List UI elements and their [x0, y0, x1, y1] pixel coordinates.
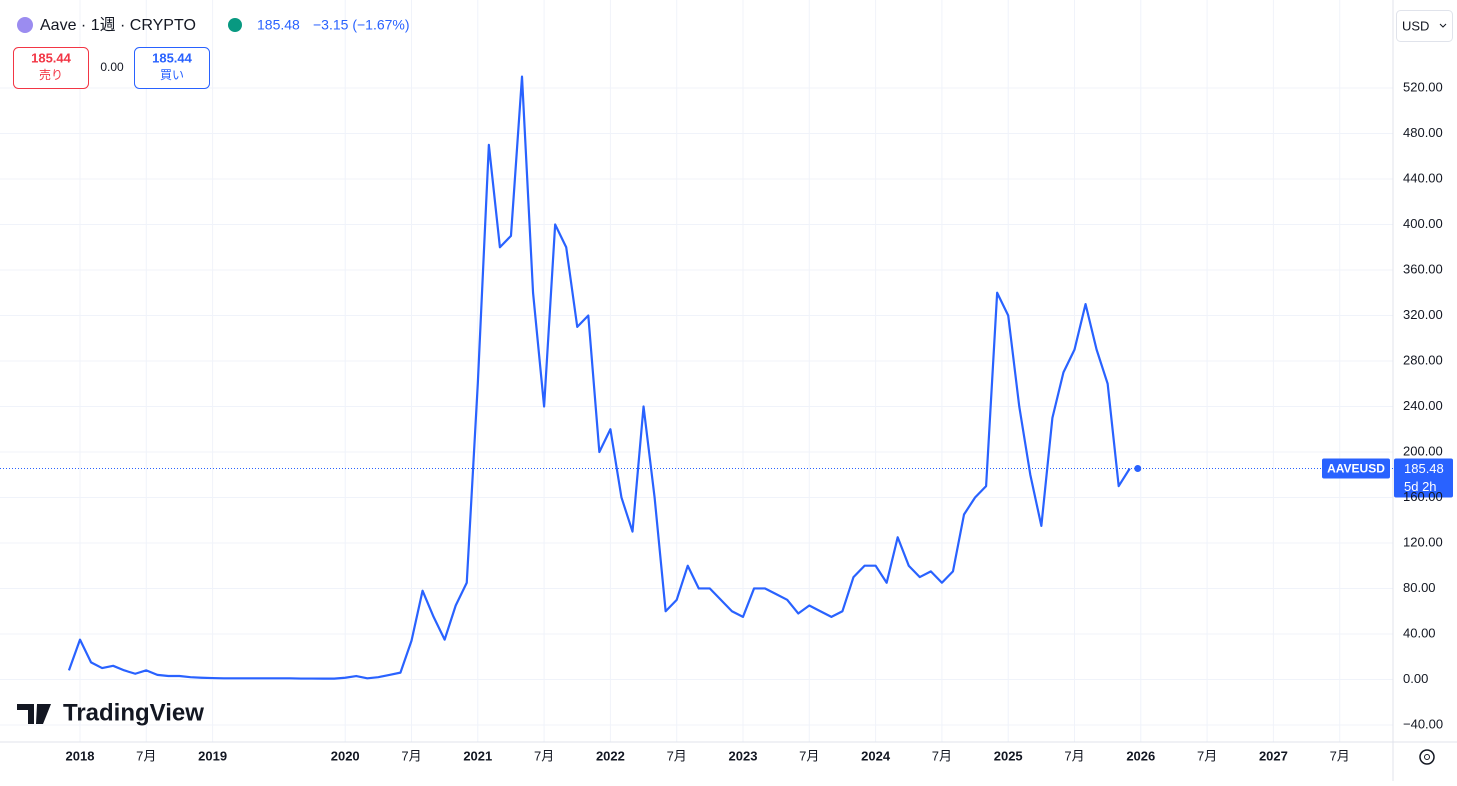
watermark: TradingView	[63, 699, 204, 726]
buy-price: 185.44	[152, 50, 193, 65]
sell-price: 185.44	[31, 50, 72, 65]
y-tick-label: −40.00	[1403, 716, 1443, 731]
price-label: 185.48	[1404, 461, 1444, 476]
x-tick-label: 7月	[1197, 748, 1217, 763]
x-tick-label: 2020	[331, 748, 360, 763]
y-tick-label: 200.00	[1403, 443, 1443, 458]
y-tick-label: 400.00	[1403, 216, 1443, 231]
series-label-bg	[1322, 458, 1390, 479]
y-tick-label: 520.00	[1403, 79, 1443, 94]
status-dot	[228, 18, 242, 32]
x-tick-label: 7月	[401, 748, 421, 763]
x-tick-label: 2021	[463, 748, 492, 763]
price-line	[67, 75, 1131, 680]
sell-button[interactable]	[13, 47, 89, 89]
x-tick-label: 7月	[799, 748, 819, 763]
x-tick-label: 2023	[729, 748, 758, 763]
last-price: 185.48	[257, 17, 300, 33]
x-tick-label: 7月	[534, 748, 554, 763]
x-tick-label: 2025	[994, 748, 1023, 763]
price-label-bg	[1394, 458, 1453, 498]
y-tick-label: 360.00	[1403, 261, 1443, 276]
series-label: AAVEUSD	[1327, 462, 1385, 476]
x-tick-label: 2024	[861, 748, 891, 763]
x-tick-label: 7月	[932, 748, 952, 763]
countdown: 5d 2h	[1404, 479, 1437, 494]
settings-icon[interactable]	[1419, 749, 1435, 765]
y-tick-label: 80.00	[1403, 580, 1436, 595]
buy-label: 買い	[160, 68, 184, 82]
spread: 0.00	[100, 60, 124, 74]
symbol-icon	[17, 17, 33, 33]
grid	[0, 0, 1393, 742]
sell-label: 売り	[39, 67, 63, 82]
plot: AAVEUSD 185.48 5d 2h	[0, 75, 1453, 680]
x-tick-label: 2018	[66, 748, 95, 763]
y-tick-label: 0.00	[1403, 671, 1428, 686]
y-tick-label: 320.00	[1403, 307, 1443, 322]
buy-button[interactable]	[134, 47, 210, 89]
x-tick-label: 7月	[1330, 748, 1350, 763]
logo-mark	[17, 704, 51, 724]
x-tick-label: 7月	[136, 748, 156, 763]
currency: USD	[1402, 18, 1429, 33]
y-tick-label: 280.00	[1403, 352, 1443, 367]
y-tick-label: 480.00	[1403, 125, 1443, 140]
y-tick-label: 240.00	[1403, 398, 1443, 413]
price-change: −3.15 (−1.67%)	[313, 17, 410, 33]
y-tick-label: 160.00	[1403, 489, 1443, 504]
dropdown-arrow	[1439, 23, 1447, 28]
settings-icon-center	[1424, 754, 1430, 760]
x-tick-label: 2027	[1259, 748, 1288, 763]
x-tick-label: 7月	[1064, 748, 1084, 763]
symbol-title[interactable]: Aave · 1週 · CRYPTO	[40, 16, 196, 34]
x-tick-label: 2022	[596, 748, 625, 763]
x-tick-label: 2019	[198, 748, 227, 763]
y-tick-label: 120.00	[1403, 534, 1443, 549]
currency-button[interactable]	[1396, 10, 1453, 42]
y-tick-label: 440.00	[1403, 170, 1443, 185]
y-tick-label: 40.00	[1403, 625, 1436, 640]
x-tick-label: 2026	[1126, 748, 1155, 763]
x-tick-label: 7月	[667, 748, 687, 763]
